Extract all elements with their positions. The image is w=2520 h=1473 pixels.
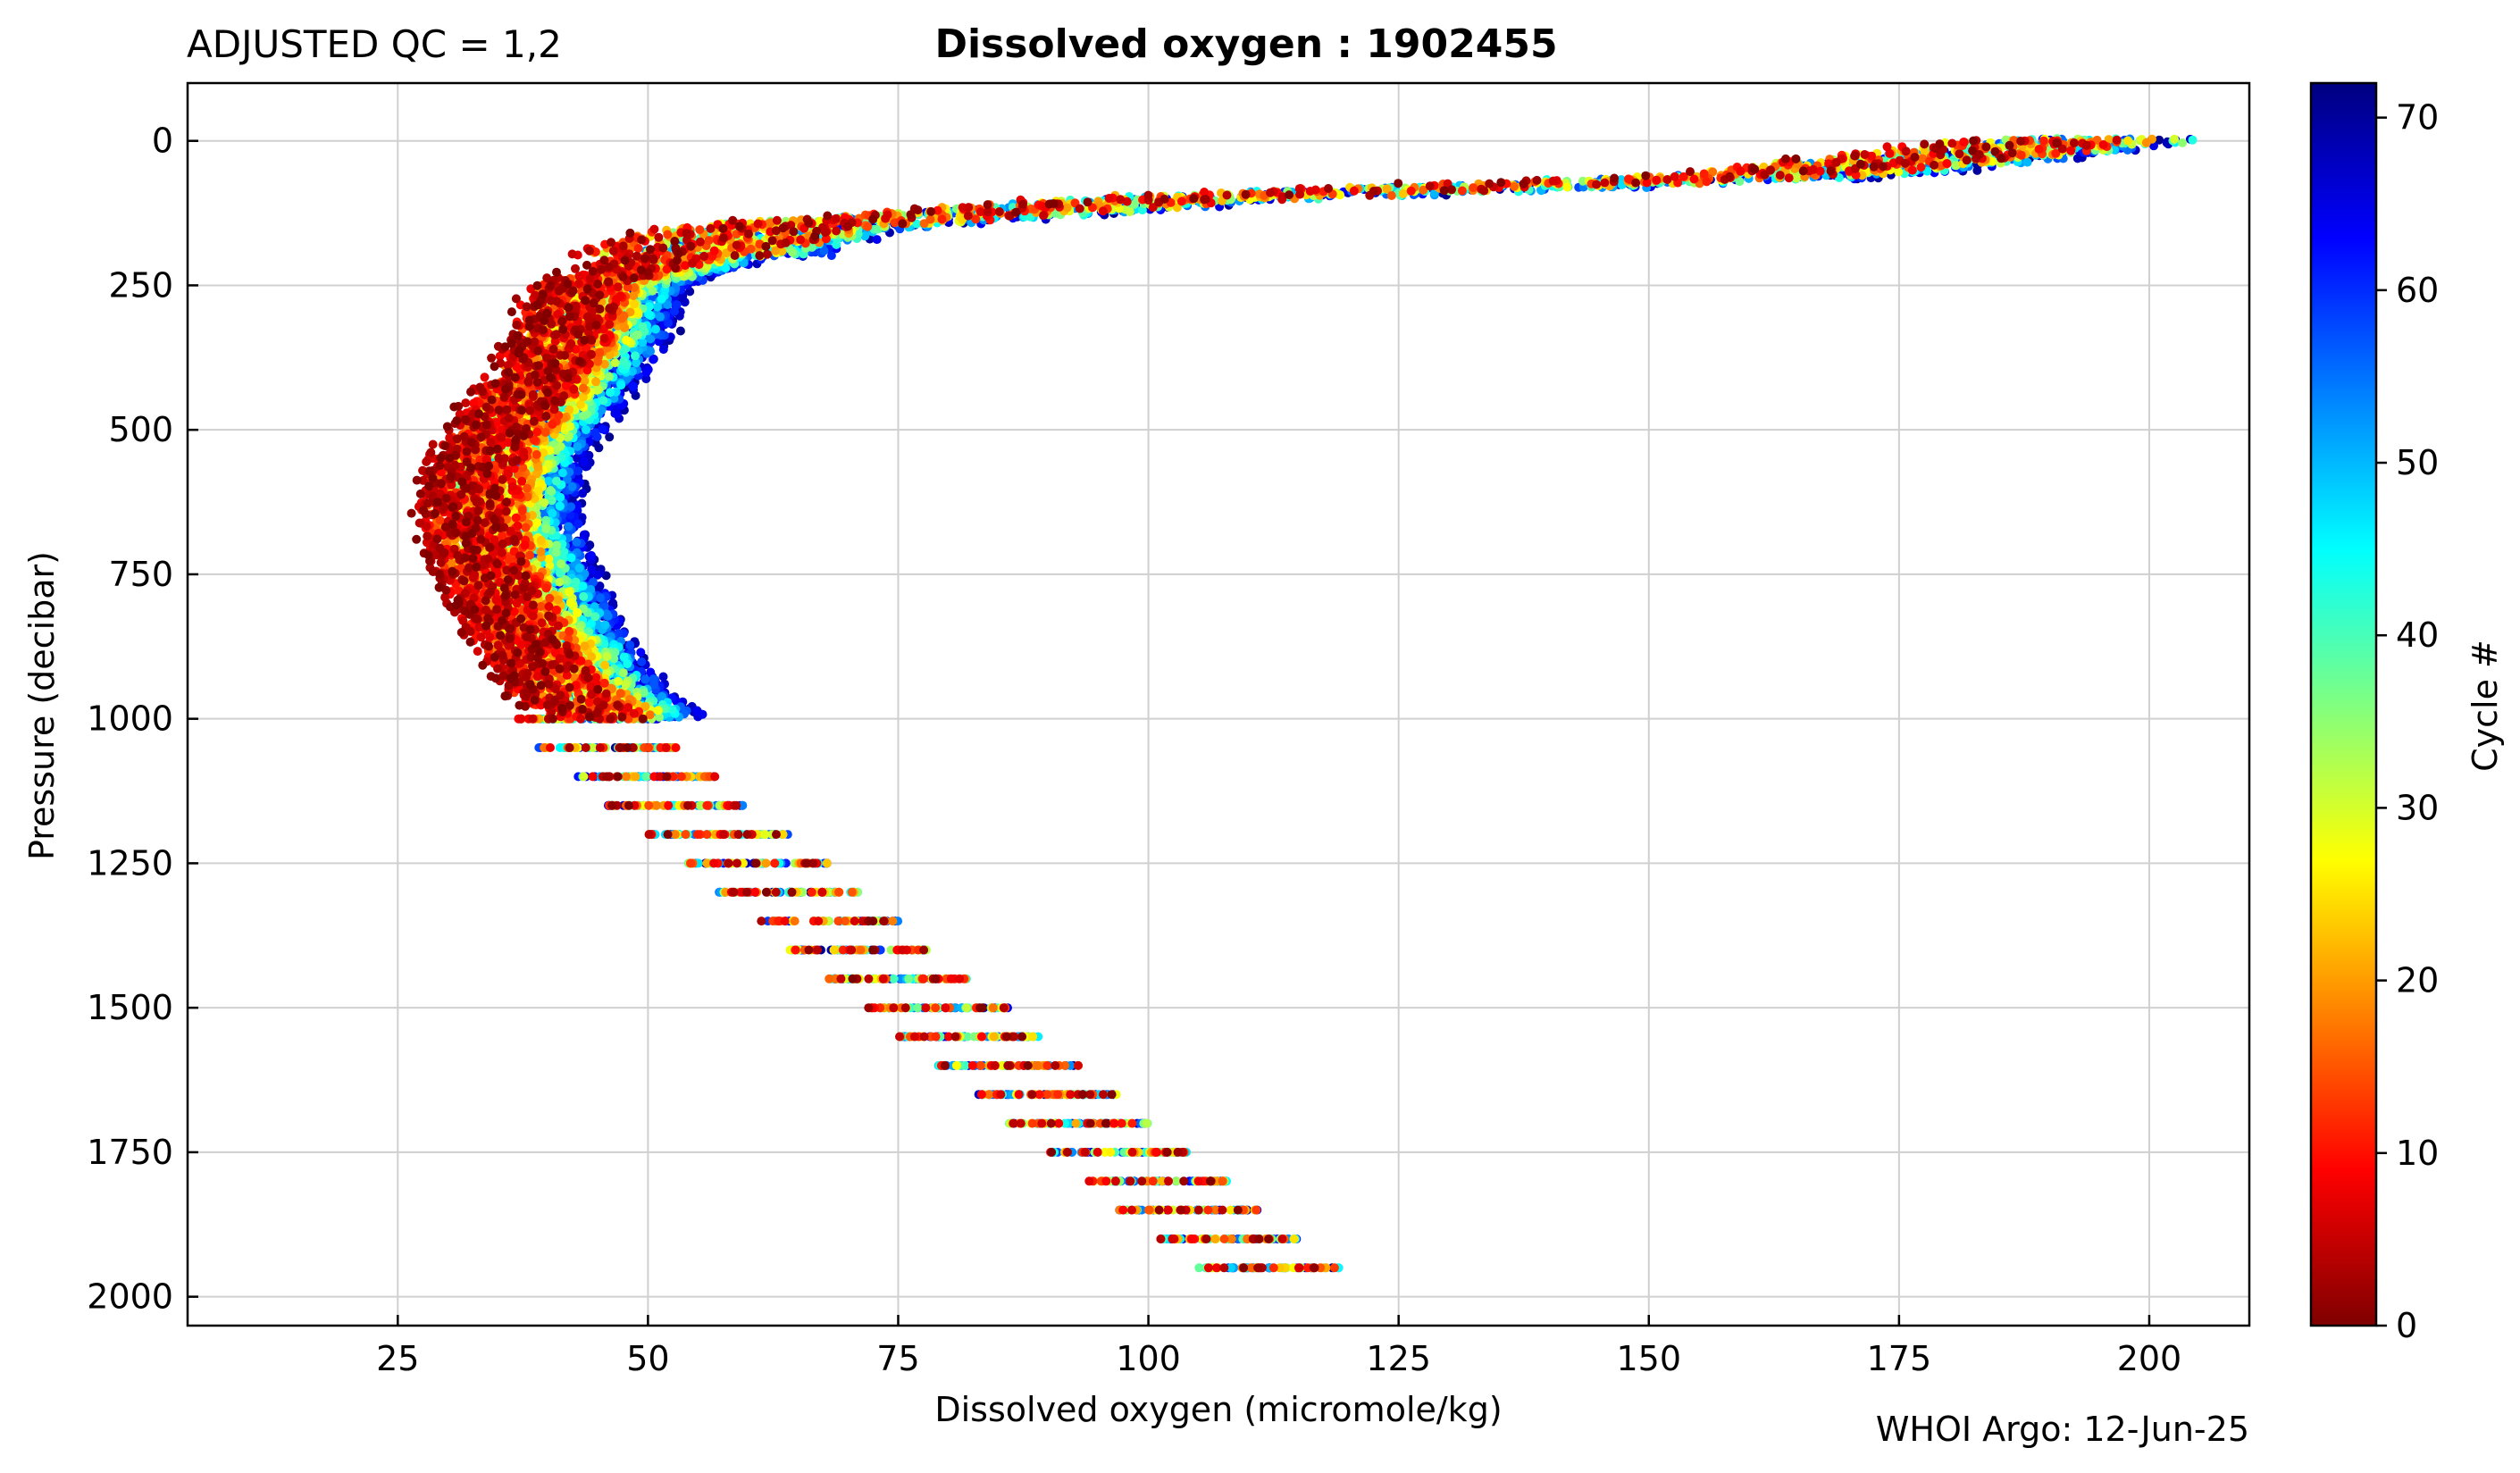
data-point	[872, 235, 882, 245]
data-point	[582, 425, 590, 435]
data-point	[605, 432, 615, 442]
data-point	[657, 294, 666, 304]
data-point	[670, 306, 679, 316]
data-point	[625, 640, 635, 650]
data-point	[596, 593, 606, 603]
data-point	[2022, 157, 2032, 167]
data-point	[603, 611, 613, 621]
data-point	[555, 501, 565, 511]
data-point	[675, 326, 685, 336]
data-point	[587, 550, 596, 560]
data-point	[2155, 135, 2164, 145]
data-point	[631, 351, 640, 361]
data-point	[2072, 154, 2082, 163]
data-point	[579, 456, 589, 466]
qc-label: ADJUSTED QC = 1,2	[187, 22, 562, 66]
data-point	[2188, 135, 2198, 145]
data-point	[564, 522, 573, 531]
data-point	[599, 396, 608, 406]
data-point	[658, 345, 668, 355]
chart-title: Dissolved oxygen : 1902455	[934, 21, 1557, 67]
data-point	[557, 468, 567, 478]
data-point	[656, 312, 665, 322]
data-point	[548, 508, 557, 518]
data-point	[551, 476, 561, 486]
data-point	[641, 368, 651, 378]
data-point	[572, 537, 582, 547]
data-point	[574, 564, 584, 573]
data-point	[566, 553, 576, 563]
data-point	[592, 432, 602, 442]
data-point	[653, 302, 663, 312]
data-point	[651, 324, 660, 334]
data-point	[612, 409, 622, 419]
grid	[188, 83, 2249, 1326]
data-point	[641, 374, 651, 384]
data-point	[606, 388, 615, 398]
data-point	[619, 356, 629, 366]
data-point	[629, 381, 639, 391]
plot-background	[188, 83, 2249, 1326]
data-point	[556, 492, 565, 502]
data-point	[616, 381, 626, 390]
data-point	[640, 674, 650, 684]
data-point	[680, 297, 690, 307]
data-point	[594, 443, 604, 453]
data-point	[573, 519, 583, 529]
data-point	[578, 489, 588, 498]
data-point	[826, 251, 836, 261]
data-point	[658, 672, 668, 682]
data-point	[623, 659, 632, 669]
data-point	[598, 424, 607, 434]
data-point	[646, 334, 655, 344]
data-point	[567, 481, 577, 491]
plot-area: 25 50 75 100 125 150 175 200 025050075010001250…	[87, 81, 2251, 1378]
data-point	[636, 648, 646, 657]
data-point	[587, 565, 597, 574]
data-point	[637, 657, 647, 666]
data-point	[698, 709, 707, 719]
data-point	[2149, 141, 2158, 151]
data-point	[616, 401, 626, 411]
data-point	[592, 570, 602, 580]
data-point	[1972, 165, 1982, 175]
data-point	[649, 355, 658, 364]
data-points	[406, 134, 2198, 1273]
data-point	[600, 620, 610, 630]
data-point	[608, 598, 618, 608]
